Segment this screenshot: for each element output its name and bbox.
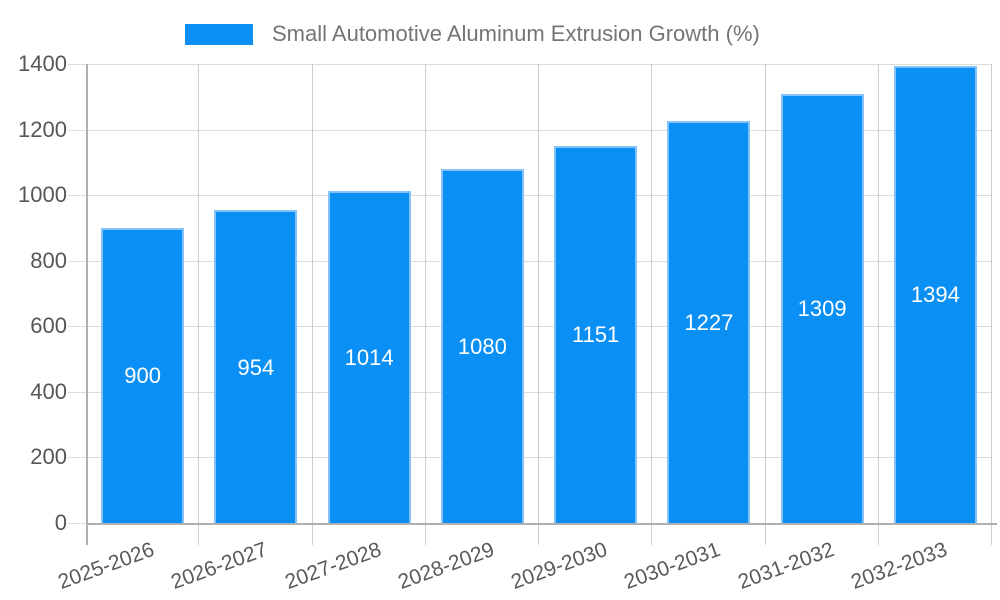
bar-2031-2032[interactable]: 1309 — [780, 93, 864, 523]
gridline-horizontal — [68, 195, 992, 197]
bar-2027-2028[interactable]: 1014 — [327, 190, 411, 523]
x-tick-label: 2031-2032 — [734, 538, 837, 594]
y-tick-label: 400 — [30, 378, 67, 404]
x-axis-tick — [311, 525, 313, 545]
bar-2032-2033[interactable]: 1394 — [893, 65, 977, 523]
legend-item[interactable]: Small Automotive Aluminum Extrusion Grow… — [185, 21, 760, 47]
y-tick-label: 1200 — [18, 116, 67, 142]
bar-value-label: 1151 — [571, 322, 620, 348]
bar-2029-2030[interactable]: 1151 — [554, 145, 638, 523]
legend-swatch — [185, 23, 253, 45]
x-tick-label: 2026-2027 — [168, 538, 271, 594]
bar-2028-2029[interactable]: 1080 — [440, 168, 524, 523]
x-axis-line — [86, 523, 997, 525]
x-axis-tick — [198, 525, 200, 545]
gridline-horizontal — [68, 129, 992, 131]
bar-2030-2031[interactable]: 1227 — [667, 120, 751, 523]
y-tick-label: 1400 — [18, 51, 67, 76]
y-tick-label: 200 — [30, 444, 67, 470]
gridline-vertical — [991, 64, 992, 523]
y-tick-label: 0 — [54, 510, 67, 535]
bar-value-label: 900 — [124, 363, 161, 389]
x-axis-tick — [764, 525, 766, 545]
x-tick-label: 2028-2029 — [394, 538, 498, 594]
gridline-vertical — [538, 64, 539, 523]
x-tick-label: 2032-2033 — [847, 538, 951, 594]
gridline-horizontal — [68, 457, 992, 459]
y-axis-tick — [68, 523, 86, 524]
x-tick-label: 2029-2030 — [508, 538, 611, 594]
bar-2025-2026[interactable]: 900 — [101, 227, 185, 523]
y-tick-label: 800 — [30, 247, 67, 273]
gridline-horizontal — [68, 326, 992, 328]
bar-value-label: 1080 — [457, 333, 507, 359]
bar-value-label: 1014 — [344, 344, 394, 370]
bar-value-label: 1394 — [910, 282, 960, 308]
plot-area: 900 954 1014 1080 1151 1227 1309 1394 — [68, 64, 997, 545]
gridline-vertical — [877, 64, 879, 523]
y-tick-label: 600 — [30, 313, 67, 339]
x-axis-tick — [424, 525, 426, 545]
gridline-vertical — [764, 64, 766, 523]
x-axis-tick — [538, 525, 539, 545]
y-tick-label: 1000 — [18, 182, 67, 208]
bar-value-label: 1227 — [684, 309, 734, 335]
x-tick-label: 2027-2028 — [281, 538, 384, 594]
gridline-vertical — [198, 64, 200, 523]
gridline-horizontal — [68, 260, 992, 262]
x-axis-tick — [651, 525, 653, 545]
bar-value-label: 1309 — [797, 296, 847, 322]
gridline-vertical — [424, 64, 426, 523]
gridline-vertical — [311, 64, 313, 523]
gridline-vertical — [651, 64, 653, 523]
x-axis-tick — [877, 525, 879, 545]
x-axis-tick — [991, 525, 992, 545]
gridline-horizontal — [68, 64, 992, 65]
x-tick-label: 2030-2031 — [621, 538, 724, 594]
x-tick-label: 2025-2026 — [55, 538, 158, 594]
gridline-horizontal — [68, 391, 992, 393]
y-axis-line — [86, 64, 88, 545]
bar-value-label: 954 — [237, 354, 275, 380]
bar-2026-2027[interactable]: 954 — [214, 210, 298, 523]
legend-label: Small Automotive Aluminum Extrusion Grow… — [272, 21, 760, 46]
